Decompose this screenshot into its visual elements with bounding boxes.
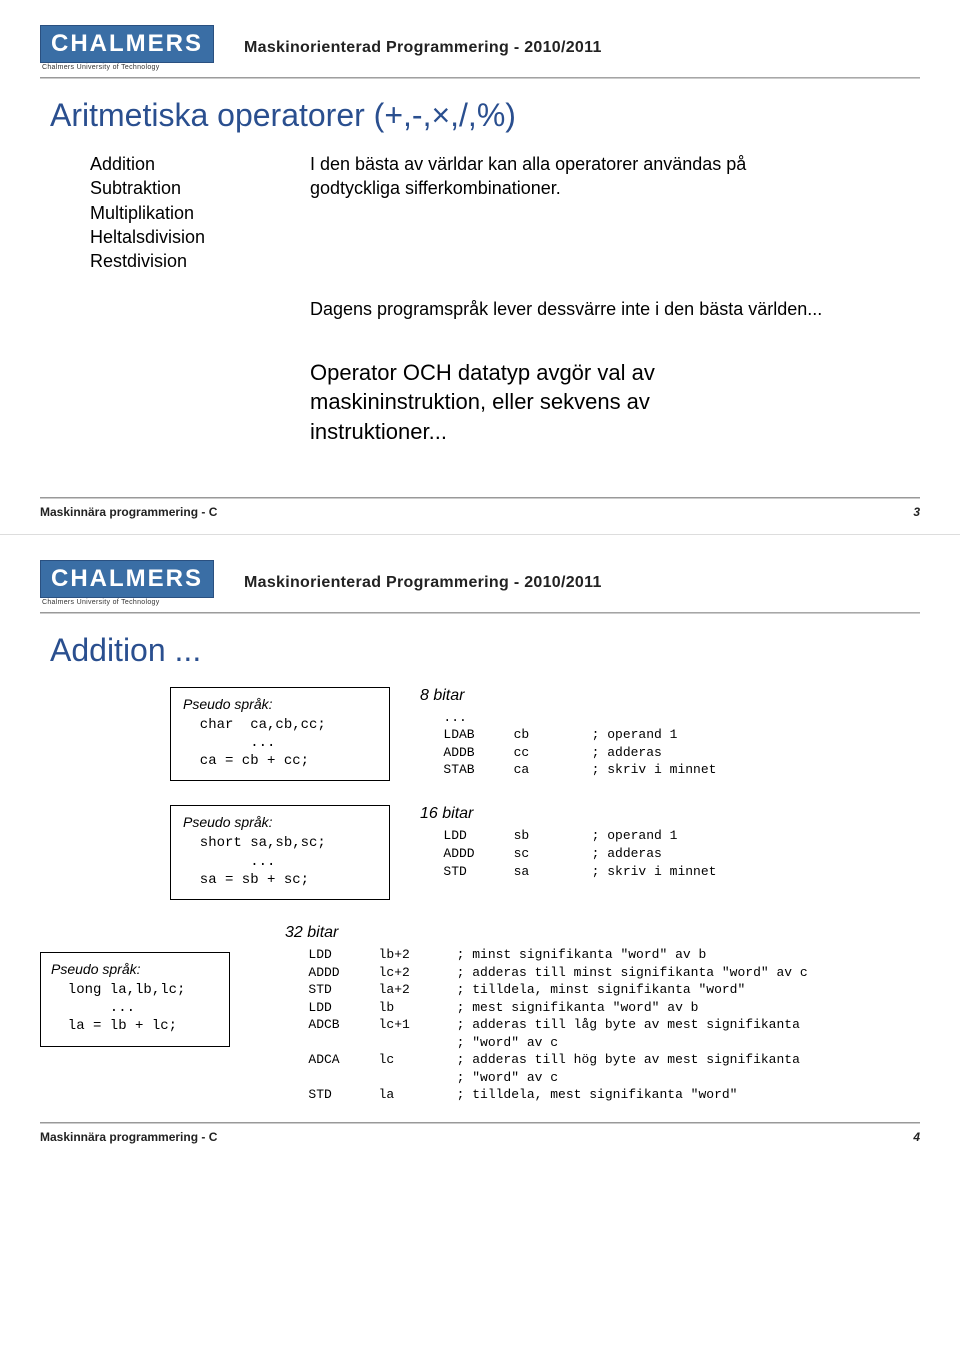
slide-2: CHALMERS Chalmers University of Technolo… <box>0 535 960 1159</box>
ops-list: Addition Subtraktion Multiplikation Helt… <box>90 152 300 273</box>
footer-left: Maskinnära programmering - C <box>40 1130 217 1144</box>
course-title: Maskinorienterad Programmering - 2010/20… <box>244 574 602 592</box>
course-title: Maskinorienterad Programmering - 2010/20… <box>244 39 602 57</box>
row-16bit: Pseudo språk: short sa,sb,sc; ... sa = s… <box>170 805 920 900</box>
logo-wrap: CHALMERS Chalmers University of Technolo… <box>40 25 214 71</box>
footer-row: Maskinnära programmering - C 3 <box>40 505 920 519</box>
slide-footer: Maskinnära programmering - C 3 <box>40 497 920 519</box>
code-col-16: 16 bitar LDD sb ; operand 1 ADDD sc ; ad… <box>420 805 716 880</box>
slide-footer: Maskinnära programmering - C 4 <box>40 1122 920 1144</box>
footer-rule <box>40 1122 920 1124</box>
header-rule <box>40 612 920 614</box>
slide-title: Addition ... <box>50 632 920 669</box>
op-item: Restdivision <box>90 249 300 273</box>
code-col-8: 8 bitar ... LDAB cb ; operand 1 ADDB cc … <box>420 687 716 779</box>
pseudo-code-8: char ca,cb,cc; ... ca = cb + cc; <box>183 716 377 771</box>
slide-body: Addition Subtraktion Multiplikation Helt… <box>90 152 920 447</box>
bits-label-32: 32 bitar <box>285 924 808 942</box>
pseudo-label: Pseudo språk: <box>51 961 219 977</box>
pseudo-code-16: short sa,sb,sc; ... sa = sb + sc; <box>183 834 377 889</box>
asm-code-8: ... LDAB cb ; operand 1 ADDB cc ; addera… <box>420 709 716 779</box>
header-rule <box>40 77 920 79</box>
logo-wrap: CHALMERS Chalmers University of Technolo… <box>40 560 214 606</box>
logo-subtext: Chalmers University of Technology <box>42 599 214 606</box>
pseudo-label: Pseudo språk: <box>183 814 377 830</box>
op-item: Addition <box>90 152 300 176</box>
slide-title: Aritmetiska operatorer (+,-,×,/,%) <box>50 97 920 134</box>
row-8bit: Pseudo språk: char ca,cb,cc; ... ca = cb… <box>170 687 920 782</box>
asm-code-16: LDD sb ; operand 1 ADDD sc ; adderas STD… <box>420 827 716 880</box>
para-2: Dagens programspråk lever dessvärre inte… <box>310 297 830 321</box>
asm-code-32: LDD lb+2 ; minst signifikanta "word" av … <box>285 946 808 1104</box>
logo-subtext: Chalmers University of Technology <box>42 64 214 71</box>
pseudo-box-32: Pseudo språk: long la,lb,lc; ... la = lb… <box>40 952 230 1047</box>
ops-row: Addition Subtraktion Multiplikation Helt… <box>90 152 920 273</box>
row-32bit: Pseudo språk: long la,lb,lc; ... la = lb… <box>40 924 920 1104</box>
para-3: Operator OCH datatyp avgör val av maskin… <box>310 358 760 447</box>
footer-row: Maskinnära programmering - C 4 <box>40 1130 920 1144</box>
footer-left: Maskinnära programmering - C <box>40 505 217 519</box>
op-item: Multiplikation <box>90 201 300 225</box>
para-1: I den bästa av världar kan alla operator… <box>300 152 820 273</box>
bits-label-8: 8 bitar <box>420 687 716 705</box>
pseudo-label: Pseudo språk: <box>183 696 377 712</box>
bits-label-16: 16 bitar <box>420 805 716 823</box>
op-item: Subtraktion <box>90 176 300 200</box>
chalmers-logo: CHALMERS <box>40 560 214 598</box>
slide-header: CHALMERS Chalmers University of Technolo… <box>40 560 920 606</box>
op-item: Heltalsdivision <box>90 225 300 249</box>
code-col-32: 32 bitar LDD lb+2 ; minst signifikanta "… <box>285 924 808 1104</box>
pseudo-code-32: long la,lb,lc; ... la = lb + lc; <box>51 981 219 1036</box>
page-number: 3 <box>913 505 920 519</box>
footer-rule <box>40 497 920 499</box>
slide-header: CHALMERS Chalmers University of Technolo… <box>40 25 920 71</box>
chalmers-logo: CHALMERS <box>40 25 214 63</box>
pseudo-box-8: Pseudo språk: char ca,cb,cc; ... ca = cb… <box>170 687 390 782</box>
slide-1: CHALMERS Chalmers University of Technolo… <box>0 0 960 534</box>
page-number: 4 <box>913 1130 920 1144</box>
pseudo-box-16: Pseudo språk: short sa,sb,sc; ... sa = s… <box>170 805 390 900</box>
